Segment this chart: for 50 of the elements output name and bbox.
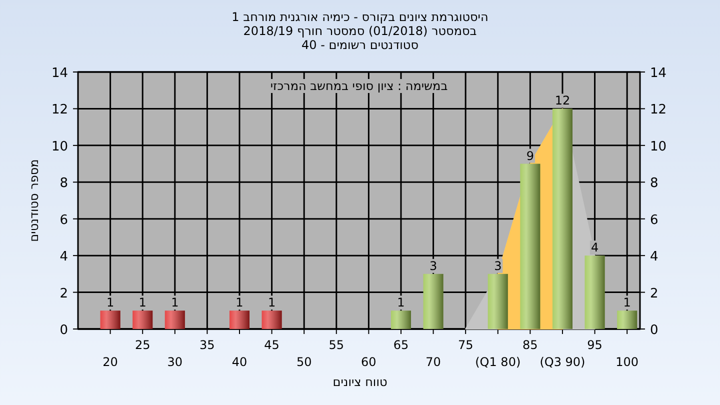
x-tick-label: 25 (134, 338, 150, 352)
x-tick-label: 30 (167, 355, 183, 369)
x-tick-label: 45 (264, 338, 280, 352)
x-tick-label: 100 (616, 355, 639, 369)
y-tick-label: 2 (60, 286, 68, 302)
y-tick-label: 12 (51, 102, 68, 118)
data-label: 9 (526, 148, 534, 163)
y2-tick-label: 8 (650, 176, 658, 192)
y2-tick-label: 6 (650, 212, 658, 228)
x-tick-label: (Q3 90) (540, 355, 586, 369)
x-tick-label: 85 (522, 338, 538, 352)
y2-tick-label: 12 (650, 102, 667, 118)
x-tick-label: (Q1 80) (475, 355, 521, 369)
y-tick-label: 6 (60, 212, 68, 228)
x-tick-label: 70 (426, 355, 441, 369)
data-label: 1 (268, 296, 276, 310)
y2-tick-label: 2 (650, 286, 658, 302)
x-tick-label: 95 (587, 338, 602, 352)
data-label: 3 (494, 258, 502, 273)
data-label: 1 (623, 296, 631, 310)
x-tick-label: 40 (232, 355, 248, 369)
chart-subtitle: בסמסטר (01/2018) סמסטר חורף 2018/19 סטודנטים רשומים - 40 (243, 24, 477, 52)
x-tick-label: 20 (102, 355, 118, 369)
data-label: 1 (397, 296, 405, 310)
x-tick-label: 50 (296, 355, 312, 369)
data-label: 12 (554, 94, 570, 108)
annotation: במשימה : ציון סופי במחשב המרכזי (270, 79, 448, 93)
data-label: 1 (138, 296, 146, 310)
y-tick-label: 0 (60, 323, 68, 338)
y2-tick-label: 0 (650, 323, 658, 338)
y2-tick-label: 10 (650, 139, 667, 154)
data-label: 1 (236, 296, 244, 310)
y-tick-label: 8 (60, 176, 68, 192)
data-label: 1 (106, 296, 114, 310)
y-tick-label: 4 (60, 250, 68, 265)
x-axis-title: טווח ציונים (332, 375, 388, 389)
data-label: 1 (171, 296, 179, 310)
x-tick-label: 55 (328, 338, 344, 352)
x-tick-label: 75 (458, 338, 474, 352)
chart-title: היסטוגרמת ציונים בקורס - כימיה אורגנית מורחב 1 (232, 10, 488, 24)
data-label: 4 (590, 240, 599, 255)
x-tick-label: 65 (393, 338, 409, 352)
y-tick-label: 10 (51, 139, 68, 154)
y2-tick-label: 14 (650, 66, 667, 81)
y2-tick-label: 4 (650, 250, 658, 265)
x-tick-label: 35 (200, 338, 215, 352)
y-axis-title: מספר סטודנטים (27, 159, 41, 242)
y-tick-label: 14 (51, 66, 68, 81)
data-label: 3 (429, 258, 438, 273)
x-tick-label: 60 (361, 355, 376, 369)
